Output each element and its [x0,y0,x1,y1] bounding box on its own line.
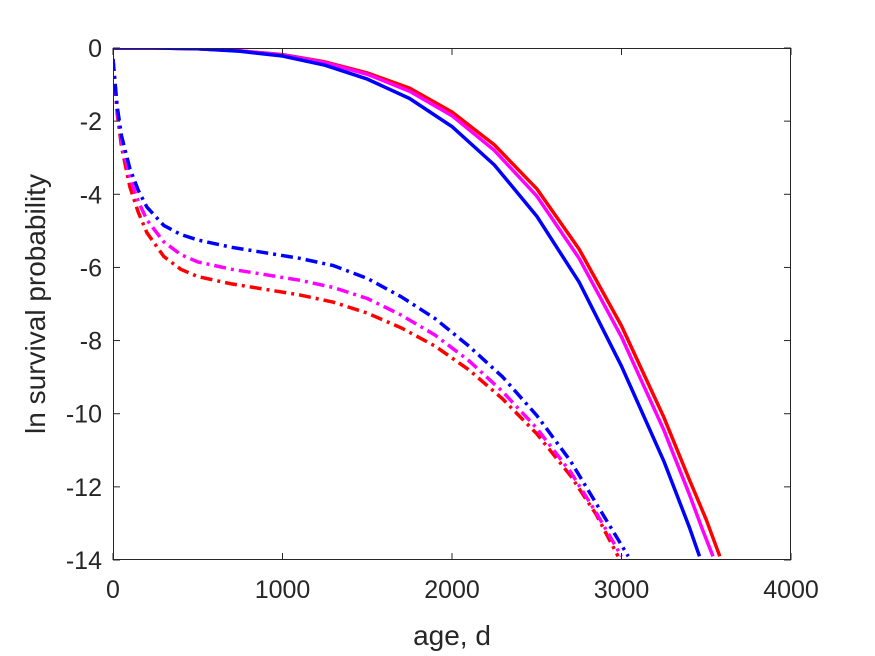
plot-area-background [113,48,791,560]
series-line-dashdot-1 [113,58,620,558]
y-tick-label: -8 [80,328,102,356]
y-tick-label: -4 [80,181,102,209]
y-axis-ticks: 0 -2 -4 -6 -8 -10 -12 -14 [66,35,791,575]
series-line-dashdot-3 [113,58,630,558]
y-axis-label: ln survival probability [20,174,51,434]
y-tick-label: -12 [66,474,102,502]
x-tick-label: 3000 [594,576,650,604]
y-tick-label: -14 [66,547,102,575]
y-tick-label: 0 [88,35,102,63]
series-line-solid-3 [113,48,702,557]
x-tick-label: 2000 [424,576,480,604]
series-layer [113,48,722,558]
x-tick-label: 0 [106,576,120,604]
x-axis-label: age, d [413,620,491,651]
x-tick-label: 1000 [255,576,311,604]
y-tick-label: -10 [66,401,102,429]
series-line-dashdot-2 [113,58,624,558]
x-axis-ticks: 0 1000 2000 3000 4000 [106,48,819,604]
x-tick-label: 4000 [763,576,819,604]
y-tick-label: -2 [80,108,102,136]
y-tick-label: -6 [80,254,102,282]
